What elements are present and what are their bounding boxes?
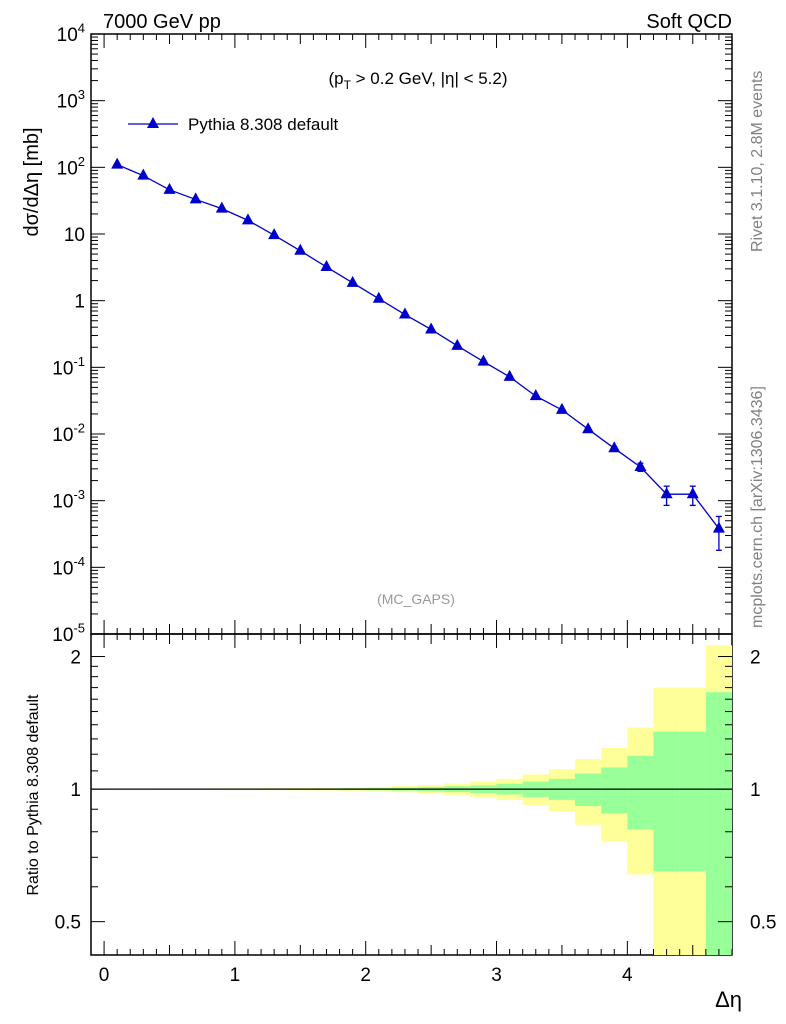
ratio-band-bin — [601, 767, 628, 814]
legend-marker — [147, 117, 159, 128]
data-point — [189, 192, 202, 204]
y-tick-label: 10 — [64, 225, 85, 246]
x-tick-label: 2 — [360, 965, 371, 986]
y-tick-label: 10-3​ — [52, 487, 85, 513]
ratio-band-bin — [679, 731, 706, 872]
data-point — [372, 291, 385, 303]
series-line — [116, 163, 720, 530]
header-right: Soft QCD — [646, 11, 732, 33]
ratio-bands — [91, 645, 732, 955]
main-axes: 10-5​ 10-4​ 10-3​ 10-2​ 10-1​ 1 10 102​ 103​ 104​ — [52, 20, 733, 646]
ratio-band-bin — [627, 755, 654, 830]
x-axis-title: Δη — [715, 987, 742, 1012]
y-tick-label: 103​ — [57, 87, 85, 113]
ratio-y-tick-label-right: 2 — [750, 648, 761, 669]
ratio-y-tick-label-right: 0.5 — [750, 913, 776, 934]
ratio-band-bin — [653, 731, 680, 872]
data-point — [425, 322, 438, 334]
data-point — [320, 259, 333, 271]
ratio-axes: 0 1 2 3 4 0.5 0.5 1 1 2 2 — [55, 634, 776, 986]
y-tick-label: 104​ — [57, 20, 85, 46]
x-tick-label: 3 — [491, 965, 502, 986]
x-tick-label: 0 — [99, 965, 110, 986]
y-tick-label: 10-1​ — [52, 354, 85, 380]
data-point — [398, 307, 411, 319]
data-point — [477, 354, 490, 366]
y-tick-label: 102​ — [57, 154, 85, 180]
data-point — [241, 213, 254, 225]
main-series — [111, 157, 725, 551]
data-point — [634, 459, 647, 471]
data-point — [686, 487, 699, 499]
ratio-y-axis-title: Ratio to Pythia 8.308 default — [25, 694, 42, 896]
data-point — [451, 338, 464, 350]
ratio-y-tick-label: 0.5 — [55, 913, 81, 934]
data-point — [215, 201, 228, 213]
ratio-band-bin — [705, 692, 732, 955]
y-tick-label: 10-5​ — [52, 620, 85, 646]
legend: Pythia 8.308 default — [128, 115, 339, 134]
analysis-tag: (MC_GAPS) — [377, 591, 455, 607]
data-point — [268, 228, 281, 240]
header-left: 7000 GeV pp — [103, 11, 221, 33]
y-tick-label: 10-4​ — [52, 554, 85, 580]
cuts-label: (pT​ > 0.2 GeV, |η| < 5.2) — [328, 69, 507, 92]
ratio-y-tick-label: 2 — [70, 648, 81, 669]
source-label: mcplots.cern.ch [arXiv:1306.3436] — [749, 386, 766, 628]
legend-series-name: Pythia 8.308 default — [188, 115, 339, 134]
data-point — [111, 157, 124, 169]
data-point — [346, 275, 359, 287]
data-point — [660, 487, 673, 499]
x-tick-label: 1 — [230, 965, 241, 986]
x-tick-label: 4 — [622, 965, 633, 986]
main-y-axis-title: dσ/dΔη [mb] — [21, 127, 43, 236]
ratio-band-bin — [575, 773, 602, 807]
y-tick-label: 10-2​ — [52, 420, 85, 446]
data-point — [608, 441, 621, 453]
data-point — [137, 168, 150, 180]
data-point — [503, 369, 516, 381]
y-tick-label: 1 — [74, 292, 85, 313]
rivet-label: Rivet 3.1.10, 2.8M events — [749, 71, 766, 252]
data-point — [712, 521, 725, 533]
data-point — [582, 422, 595, 434]
data-point — [294, 243, 307, 255]
data-point — [529, 389, 542, 401]
ratio-y-tick-label-right: 1 — [750, 780, 761, 801]
data-point — [555, 402, 568, 414]
data-point — [163, 182, 176, 194]
ratio-y-tick-label: 1 — [70, 780, 81, 801]
